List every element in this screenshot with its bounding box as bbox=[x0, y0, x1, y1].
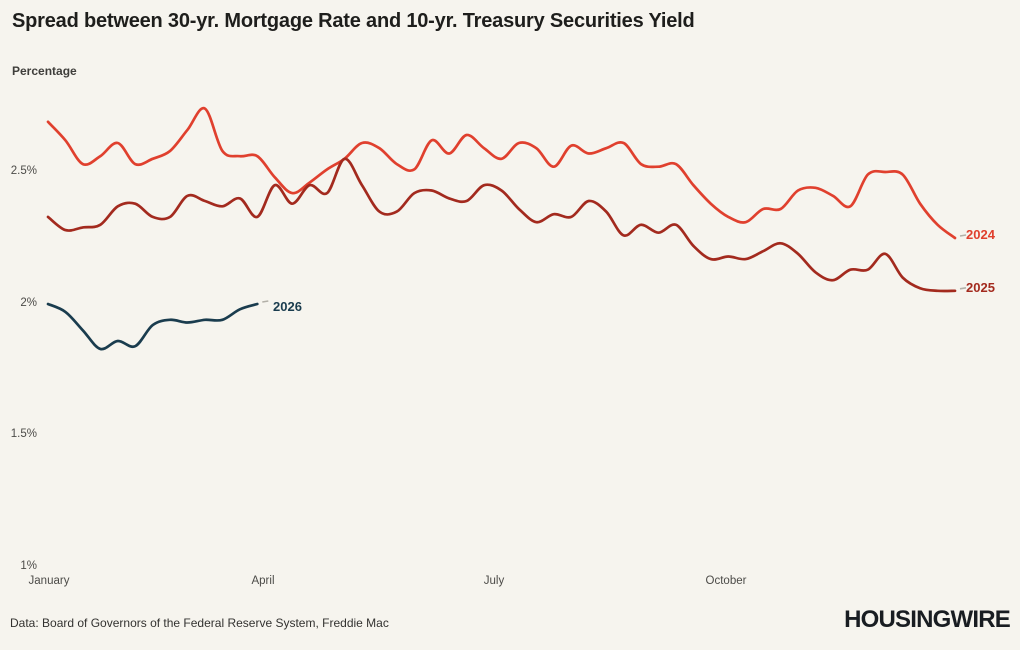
label-tick-2025 bbox=[959, 287, 967, 290]
series-line-2026 bbox=[46, 302, 259, 351]
y-tick-2-5: 2.5% bbox=[10, 165, 37, 177]
data-source-note: Data: Board of Governors of the Federal … bbox=[10, 616, 389, 630]
y-tick-1: 1% bbox=[20, 560, 37, 572]
y-tick-1-5: 1.5% bbox=[10, 428, 37, 440]
x-tick-july: July bbox=[483, 575, 505, 587]
page-title: Spread between 30-yr. Mortgage Rate and … bbox=[12, 10, 695, 32]
series-line-2024 bbox=[46, 106, 957, 240]
x-tick-october: October bbox=[705, 575, 747, 587]
series-label-2024: 2024 bbox=[966, 227, 995, 242]
series-label-2026: 2026 bbox=[273, 299, 302, 314]
label-tick-2026 bbox=[262, 300, 269, 303]
label-tick-2024 bbox=[959, 234, 967, 237]
x-tick-january: January bbox=[28, 575, 70, 587]
y-tick-2: 2% bbox=[20, 297, 37, 309]
y-axis-unit-label: Percentage bbox=[12, 64, 77, 78]
x-tick-april: April bbox=[251, 575, 275, 587]
series-line-2025 bbox=[46, 157, 957, 293]
housingwire-logo: HOUSINGWIRE bbox=[844, 606, 1011, 633]
series-label-2025: 2025 bbox=[966, 280, 995, 295]
